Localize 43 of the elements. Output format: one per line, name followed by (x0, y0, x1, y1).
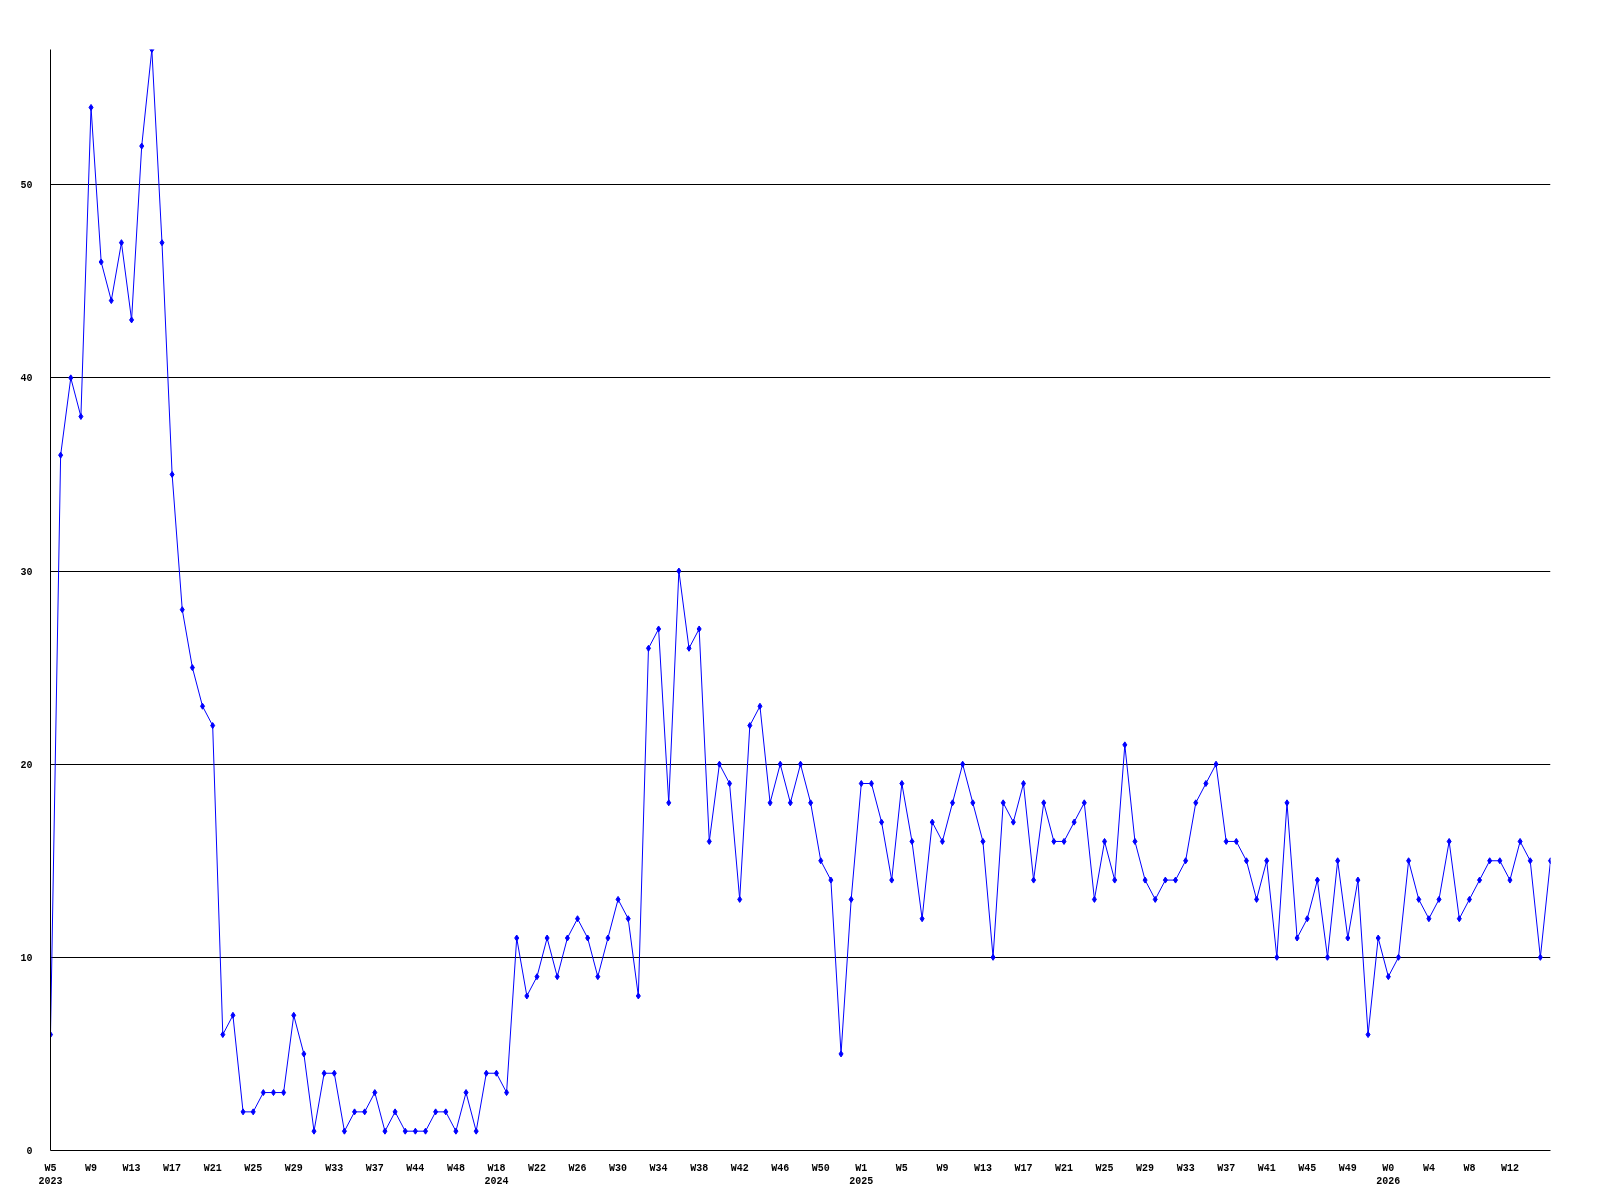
x-tick-label: W50 (811, 1162, 830, 1174)
x-tick-label: W0 2026 (1376, 1162, 1401, 1187)
x-tick-label: W46 (771, 1162, 790, 1174)
x-tick-label: W38 (690, 1162, 709, 1174)
y-tick-label: 10 (20, 952, 33, 964)
x-tick-label: W21 (203, 1162, 222, 1174)
x-tick-label: W5 (895, 1162, 908, 1174)
x-tick-label: W1 2025 (849, 1162, 874, 1187)
x-tick-label: W13 (973, 1162, 992, 1174)
x-tick-label: W34 (649, 1162, 668, 1174)
x-tick-label: W44 (406, 1162, 425, 1174)
x-tick-label: W30 (609, 1162, 628, 1174)
x-tick-label: W29 (1136, 1162, 1155, 1174)
y-tick-label: 40 (20, 373, 33, 385)
x-tick-label: W25 (244, 1162, 263, 1174)
x-tick-label: W9 (85, 1162, 98, 1174)
x-tick-label: W37 (1217, 1162, 1236, 1174)
x-tick-label: W17 (163, 1162, 182, 1174)
x-tick-label: W5 2023 (38, 1162, 63, 1187)
x-tick-label: W49 (1338, 1162, 1357, 1174)
x-tick-label: W21 (1055, 1162, 1074, 1174)
x-tick-label: W33 (325, 1162, 344, 1174)
x-tick-label: W42 (730, 1162, 749, 1174)
x-tick-label: W29 (284, 1162, 303, 1174)
x-tick-label: W41 (1257, 1162, 1276, 1174)
y-tick-label: 30 (20, 566, 33, 578)
x-tick-label: W26 (568, 1162, 587, 1174)
x-tick-label: W9 (936, 1162, 949, 1174)
x-tick-label: W4 (1422, 1162, 1435, 1174)
x-tick-label: W33 (1176, 1162, 1195, 1174)
y-tick-label: 50 (20, 180, 33, 192)
x-tick-label: W22 (527, 1162, 546, 1174)
x-tick-label: W12 (1500, 1162, 1519, 1174)
x-tick-label: W45 (1298, 1162, 1317, 1174)
x-tick-label: W17 (1014, 1162, 1033, 1174)
y-tick-label: 0 (26, 1146, 33, 1157)
x-tick-label: W25 (1095, 1162, 1114, 1174)
x-tick-label: W18 2024 (484, 1162, 509, 1187)
y-tick-label: 20 (20, 759, 33, 771)
x-tick-label: W48 (446, 1162, 465, 1174)
x-tick-label: W8 (1463, 1162, 1476, 1174)
x-tick-label: W13 (122, 1162, 141, 1174)
x-tick-label: W37 (365, 1162, 384, 1174)
